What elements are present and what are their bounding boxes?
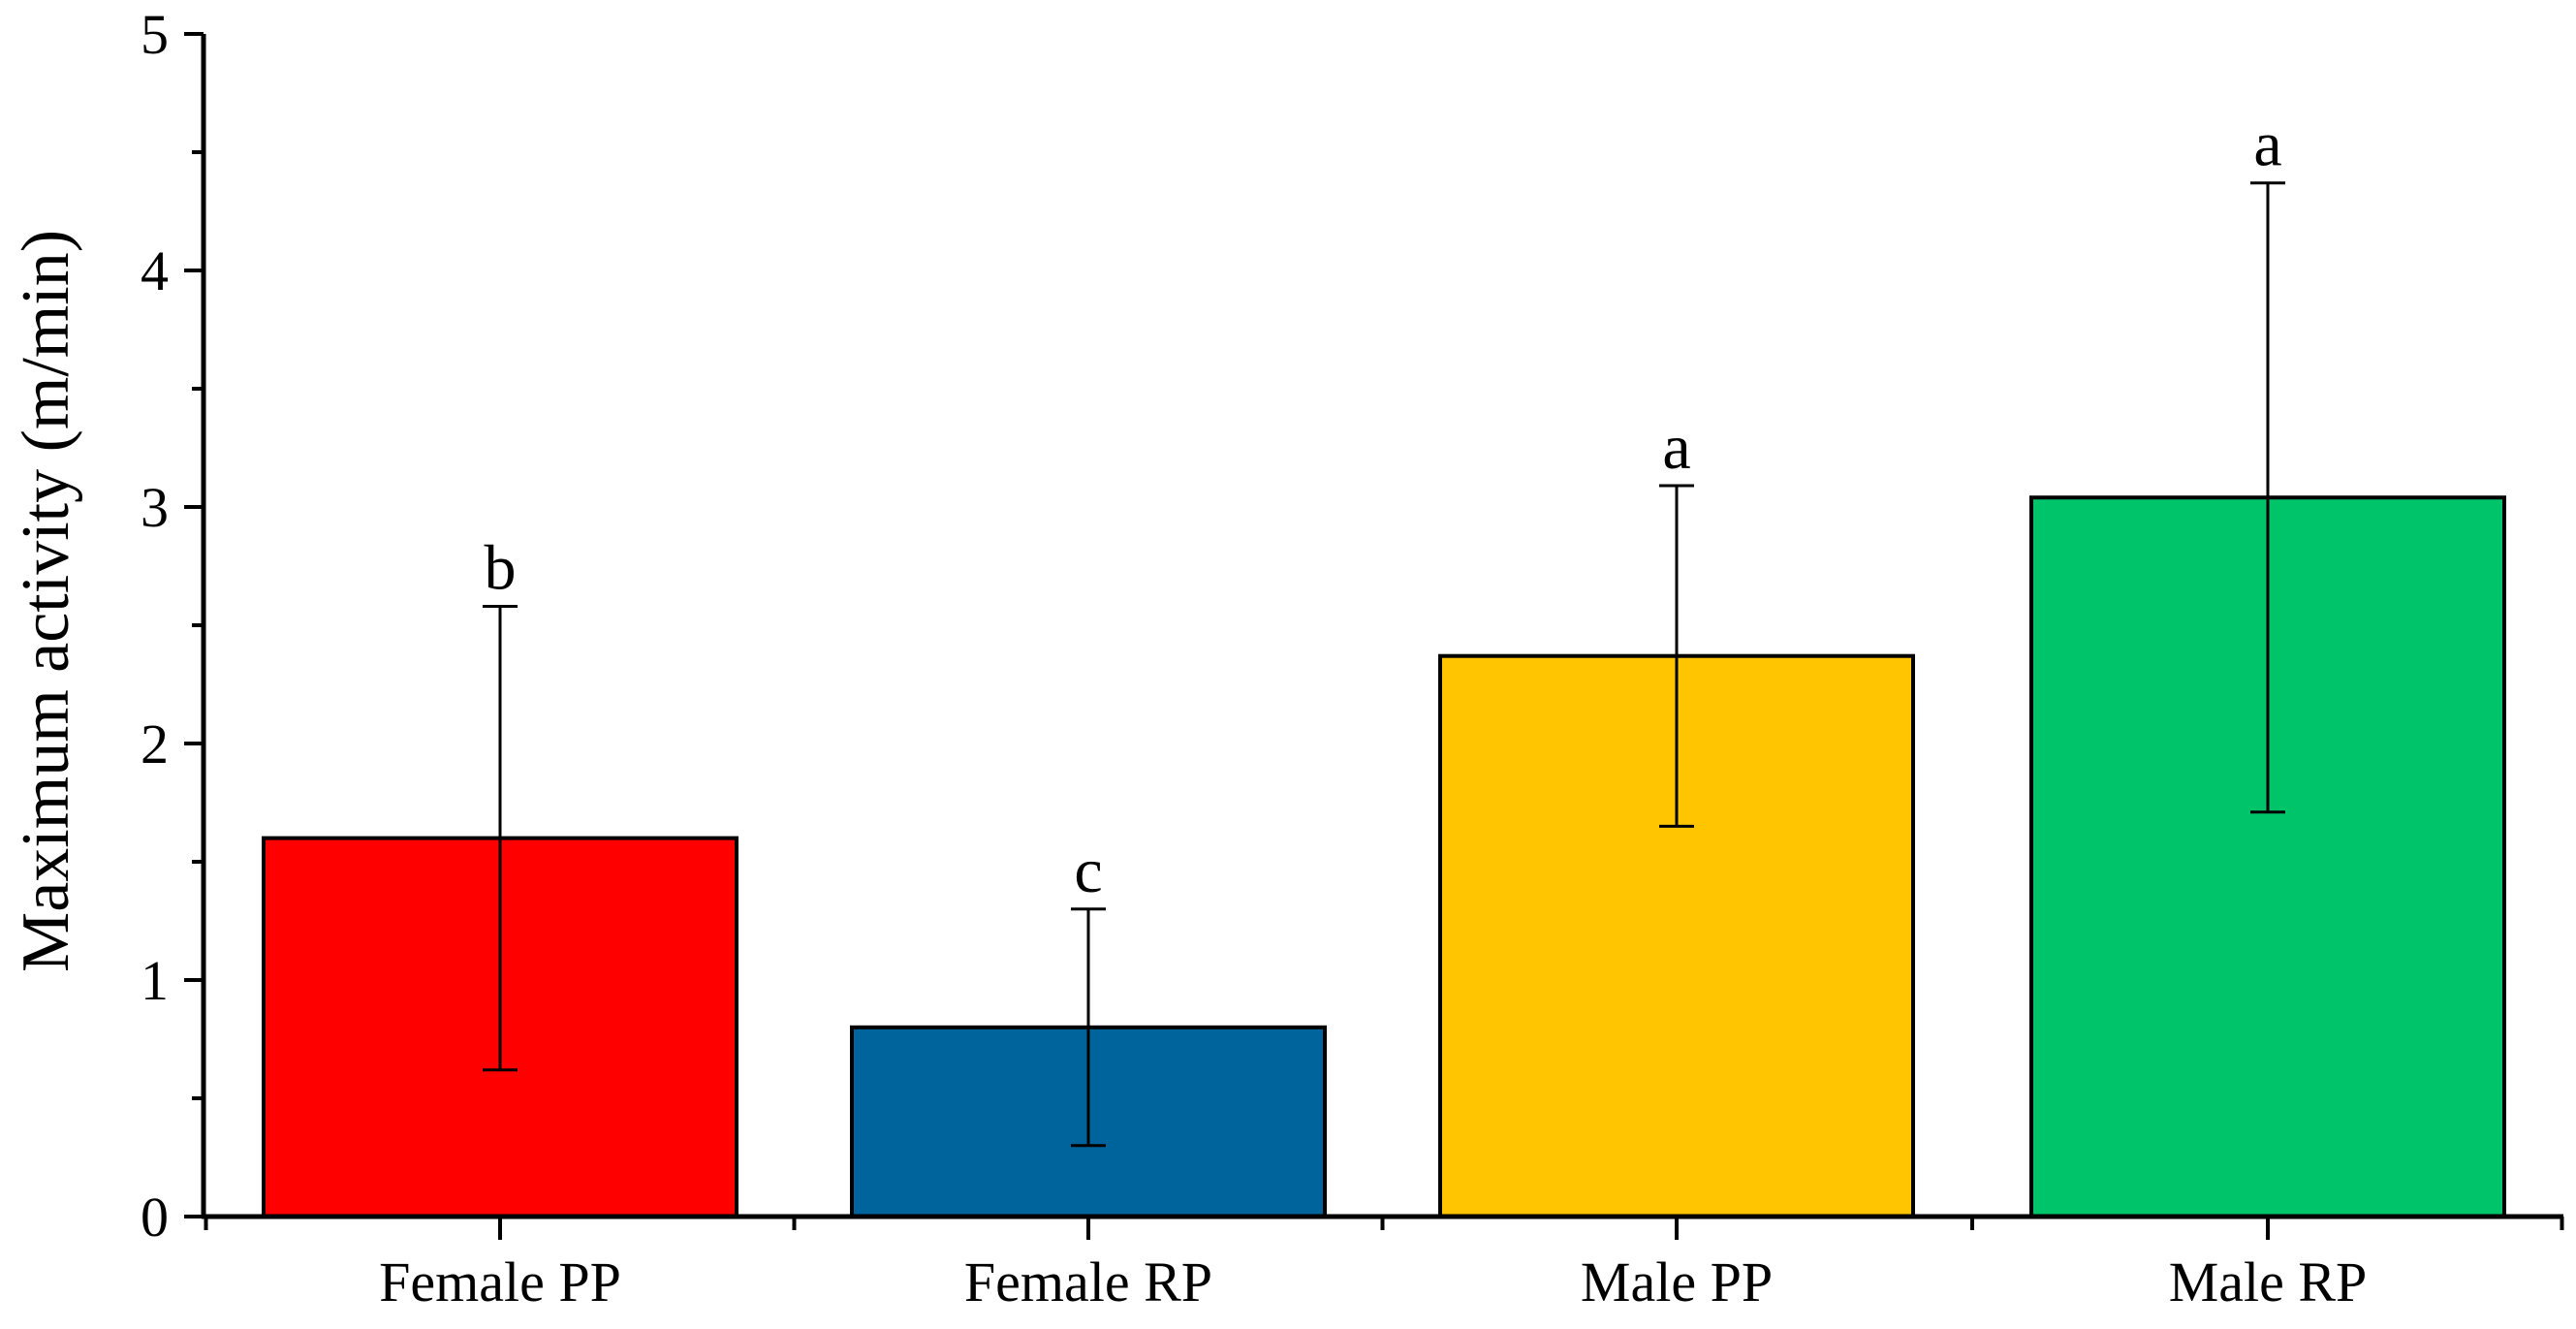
x-tick-label-female-pp: Female PP bbox=[379, 1250, 621, 1313]
significance-label-female-pp: b bbox=[485, 532, 517, 603]
x-tick-label-female-rp: Female RP bbox=[964, 1250, 1212, 1313]
y-tick-label: 1 bbox=[141, 949, 169, 1012]
bars-layer bbox=[262, 495, 2506, 1219]
y-axis-title: Maximum activity (m/min) bbox=[9, 230, 83, 972]
error-bars-layer bbox=[483, 181, 2285, 1148]
axes-layer: 0 1 2 3 4 5 Female PP Female RP Male PP Male RP bbox=[141, 3, 2564, 1313]
significance-label-female-rp: c bbox=[1074, 836, 1102, 906]
x-tick-label-male-rp: Male RP bbox=[2169, 1250, 2368, 1313]
y-tick-label: 5 bbox=[141, 3, 169, 66]
x-tick-label-male-pp: Male PP bbox=[1581, 1250, 1773, 1313]
significance-label-male-rp: a bbox=[2253, 110, 2281, 180]
y-tick-label: 0 bbox=[141, 1186, 169, 1249]
y-tick-label: 2 bbox=[141, 712, 169, 775]
significance-labels-layer: b c a a bbox=[485, 110, 2282, 906]
y-tick-label: 3 bbox=[141, 476, 169, 539]
significance-label-male-pp: a bbox=[1662, 412, 1690, 483]
y-tick-label: 4 bbox=[141, 239, 169, 302]
